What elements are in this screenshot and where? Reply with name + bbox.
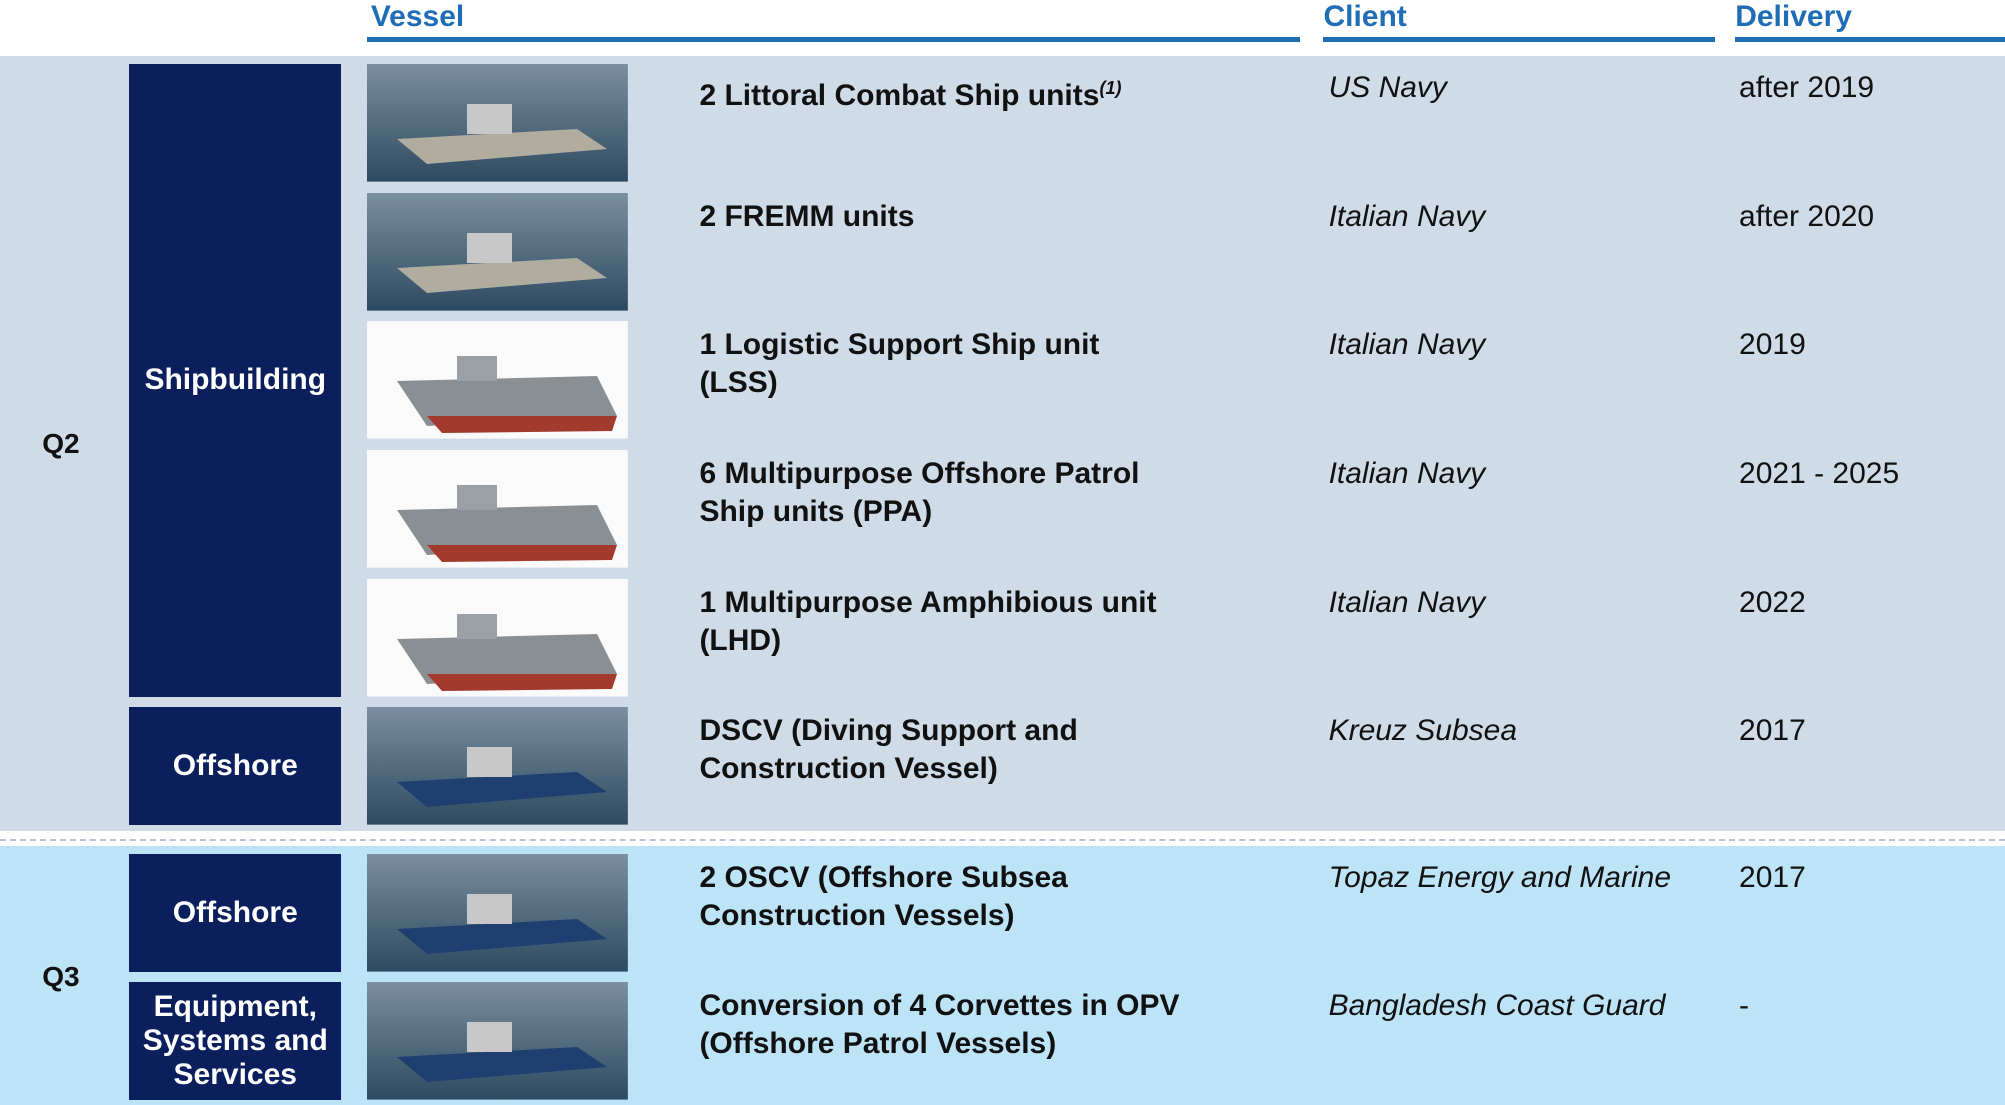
- vessel-line: 1 Multipurpose Amphibious unit: [699, 586, 1157, 620]
- vessel-image: [366, 982, 628, 1100]
- vessel-line: (LHD): [699, 624, 782, 658]
- vessel-image: [366, 579, 628, 697]
- client: Italian Navy: [1328, 586, 1486, 620]
- vessel-name: DSCV (Diving Support and Construction Ves…: [699, 712, 1077, 788]
- vessel-image: [366, 320, 628, 439]
- header-delivery: Delivery: [1735, 0, 1852, 33]
- vessel-name: Conversion of 4 Corvettes in OPV (Offshor…: [699, 987, 1179, 1063]
- vessel-line: 2 Littoral Combat Ship units(1): [699, 78, 1122, 113]
- client: Bangladesh Coast Guard: [1328, 989, 1666, 1023]
- vessel-line: DSCV (Diving Support and: [699, 714, 1078, 748]
- vessel-line: 1 Logistic Support Ship unit: [699, 328, 1100, 362]
- delivery: 2021 - 2025: [1739, 457, 1900, 491]
- vessel-image: [366, 854, 628, 972]
- segment-label: Shipbuilding: [129, 63, 342, 697]
- group-divider: [0, 838, 2005, 841]
- vessel-line: (LSS): [699, 366, 778, 400]
- header-underline: [1735, 37, 2005, 42]
- client: US Navy: [1328, 71, 1447, 105]
- segment-label: Equipment, Systems and Services: [129, 982, 342, 1100]
- footnote-mark: (1): [1099, 78, 1122, 99]
- vessel-image: [366, 63, 628, 182]
- client: Italian Navy: [1328, 200, 1486, 234]
- segment-line: Offshore: [172, 895, 298, 929]
- vessel-line: Construction Vessels): [699, 899, 1015, 933]
- vessel-name: 6 Multipurpose Offshore Patrol Ship units…: [699, 455, 1139, 531]
- vessel-line: Conversion of 4 Corvettes in OPV: [699, 989, 1180, 1023]
- vessel-line: 2 FREMM units: [699, 200, 915, 234]
- delivery: -: [1739, 989, 1750, 1023]
- segment-line: Systems and: [142, 1023, 328, 1057]
- delivery: 2019: [1739, 328, 1806, 362]
- quarter-label: Q2: [42, 428, 80, 460]
- delivery: 2017: [1739, 861, 1806, 895]
- delivery: after 2020: [1739, 200, 1875, 234]
- segment-line: Shipbuilding: [144, 363, 327, 397]
- vessel-name: 2 Littoral Combat Ship units(1): [699, 69, 1121, 115]
- vessel-image: [366, 707, 628, 825]
- vessel-image: [366, 193, 628, 311]
- vessel-name: 1 Logistic Support Ship unit (LSS): [699, 326, 1099, 402]
- vessel-name: 2 FREMM units: [699, 198, 914, 236]
- quarter-label: Q3: [42, 960, 80, 992]
- client: Italian Navy: [1328, 457, 1486, 491]
- header-underline: [366, 37, 1301, 42]
- delivery: 2017: [1739, 714, 1806, 748]
- vessel-line: 6 Multipurpose Offshore Patrol: [699, 457, 1140, 491]
- header-vessel: Vessel: [370, 0, 465, 33]
- client: Kreuz Subsea: [1328, 714, 1518, 748]
- segment-line: Equipment,: [153, 989, 317, 1023]
- segment-line: Offshore: [172, 748, 298, 782]
- delivery: after 2019: [1739, 71, 1875, 105]
- vessel-line: Ship units (PPA): [699, 495, 933, 529]
- segment-line: Services: [173, 1057, 297, 1091]
- vessel-line: Construction Vessel): [699, 752, 998, 786]
- delivery: 2022: [1739, 586, 1806, 620]
- segment-label: Offshore: [129, 707, 342, 825]
- vessel-image: [366, 450, 628, 568]
- client: Italian Navy: [1328, 328, 1486, 362]
- client: Topaz Energy and Marine: [1328, 861, 1671, 895]
- segment-label: Offshore: [129, 854, 342, 972]
- vessel-line: 2 OSCV (Offshore Subsea: [699, 861, 1068, 895]
- header-client: Client: [1323, 0, 1407, 33]
- vessel-name: 2 OSCV (Offshore Subsea Construction Vess…: [699, 859, 1067, 935]
- vessel-name: 1 Multipurpose Amphibious unit (LHD): [699, 584, 1156, 660]
- vessel-line: (Offshore Patrol Vessels): [699, 1027, 1057, 1061]
- header-underline: [1323, 37, 1715, 42]
